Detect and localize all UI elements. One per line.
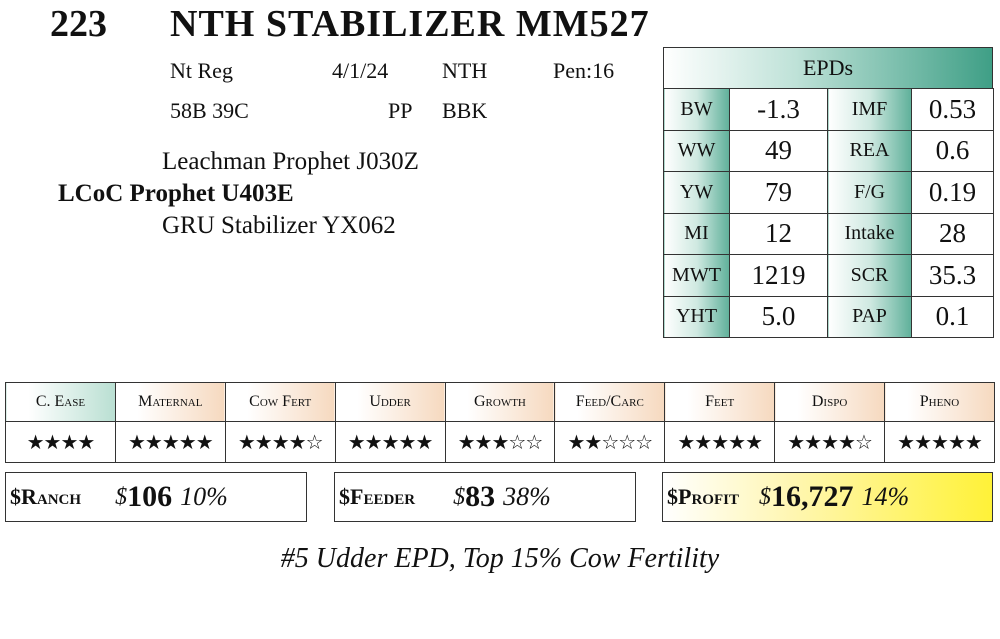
- rating-category: Udder: [334, 382, 446, 422]
- rating-stars: ★★★★★: [664, 421, 776, 463]
- highlight-note: #5 Udder EPD, Top 15% Cow Fertility: [280, 543, 720, 574]
- pedigree-sire-sire: Leachman Prophet J030Z: [162, 148, 419, 175]
- ranch-currency: $: [115, 483, 128, 510]
- epd-title: EPDs: [663, 47, 993, 89]
- epd-row: YW 79 F/G 0.19: [663, 171, 994, 214]
- ratings-header-row: C. Ease Maternal Cow Fert Udder Growth F…: [5, 382, 995, 422]
- epd-value: 0.6: [911, 129, 994, 172]
- epd-value: 0.1: [911, 295, 994, 338]
- ratings-table: C. Ease Maternal Cow Fert Udder Growth F…: [5, 382, 995, 463]
- rating-category: Growth: [444, 382, 556, 422]
- epd-row: YHT 5.0 PAP 0.1: [663, 295, 994, 338]
- rating-stars: ★★★★: [5, 421, 116, 463]
- feeder-index-percentile: 38%: [503, 482, 551, 511]
- epd-value: 0.19: [911, 171, 994, 214]
- polled-status: PP: [388, 98, 413, 123]
- epd-value: 35.3: [911, 254, 994, 297]
- epd-label: BW: [663, 88, 730, 131]
- feeder-currency: $: [453, 483, 466, 510]
- rating-category: Maternal: [114, 382, 226, 422]
- epd-label: REA: [827, 129, 912, 172]
- epd-label: SCR: [827, 254, 912, 297]
- ranch-index-percentile: 10%: [180, 482, 228, 511]
- epd-value: 79: [729, 171, 828, 214]
- pedigree-dam-sire: GRU Stabilizer YX062: [162, 212, 396, 239]
- epd-value: -1.3: [729, 88, 828, 131]
- epd-label: MI: [663, 212, 730, 255]
- coat-color: BBK: [442, 98, 488, 123]
- epd-label: IMF: [827, 88, 912, 131]
- rating-stars: ★★★★★: [334, 421, 446, 463]
- epd-value: 5.0: [729, 295, 828, 338]
- epd-value: 1219: [729, 254, 828, 297]
- pedigree-sire: LCoC Prophet U403E: [58, 180, 294, 207]
- profit-index-box: $Profit $ 16,727 14%: [662, 472, 993, 522]
- epd-panel: EPDs BW -1.3 IMF 0.53 WW 49 REA 0.6 YW 7…: [663, 47, 994, 338]
- rating-category: C. Ease: [5, 382, 116, 422]
- rating-stars: ★★★☆☆: [444, 421, 556, 463]
- feeder-index-value: 83: [465, 480, 496, 513]
- epd-value: 49: [729, 129, 828, 172]
- epd-row: WW 49 REA 0.6: [663, 129, 994, 172]
- rating-stars: ★★★★★: [114, 421, 226, 463]
- breeder-code: NTH: [442, 58, 488, 83]
- feeder-index-box: $Feeder $ 83 38%: [334, 472, 636, 522]
- epd-label: WW: [663, 129, 730, 172]
- epd-label: YHT: [663, 295, 730, 338]
- pen-number: Pen:16: [553, 58, 615, 83]
- profit-index-percentile: 14%: [861, 482, 910, 511]
- rating-stars: ★★★★☆: [224, 421, 336, 463]
- ranch-index-label: $Ranch: [10, 484, 82, 509]
- ranch-index-value: 106: [127, 480, 173, 513]
- epd-label: MWT: [663, 254, 730, 297]
- lot-number: 223: [50, 3, 107, 45]
- epd-label: PAP: [827, 295, 912, 338]
- rating-stars: ★★★★★: [884, 421, 995, 463]
- epd-label: F/G: [827, 171, 912, 214]
- epd-value: 12: [729, 212, 828, 255]
- rating-category: Feed/Carc: [554, 382, 666, 422]
- profit-index-value: 16,727: [770, 480, 854, 513]
- epd-label: Intake: [827, 212, 912, 255]
- epd-label: YW: [663, 171, 730, 214]
- epd-row: BW -1.3 IMF 0.53: [663, 88, 994, 131]
- epd-value: 28: [911, 212, 994, 255]
- ranch-index-box: $Ranch $ 106 10%: [5, 472, 307, 522]
- rating-stars: ★★★★☆: [774, 421, 885, 463]
- rating-category: Dispo: [774, 382, 885, 422]
- rating-category: Feet: [664, 382, 776, 422]
- rating-stars: ★★☆☆☆: [554, 421, 666, 463]
- tattoo: 58B 39C: [170, 98, 249, 123]
- bull-name: NTH STABILIZER MM527: [170, 3, 650, 45]
- rating-category: Cow Fert: [224, 382, 336, 422]
- birth-date: 4/1/24: [332, 58, 389, 83]
- epd-table: BW -1.3 IMF 0.53 WW 49 REA 0.6 YW 79 F/G…: [663, 88, 994, 338]
- rating-category: Pheno: [884, 382, 995, 422]
- epd-row: MWT 1219 SCR 35.3: [663, 254, 994, 297]
- profit-index-label: $Profit: [667, 484, 739, 509]
- epd-value: 0.53: [911, 88, 994, 131]
- feeder-index-label: $Feeder: [339, 484, 416, 509]
- ratings-stars-row: ★★★★ ★★★★★ ★★★★☆ ★★★★★ ★★★☆☆ ★★☆☆☆ ★★★★★…: [5, 421, 995, 463]
- profit-currency: $: [758, 483, 771, 510]
- registry-label: Nt Reg: [170, 58, 233, 83]
- epd-row: MI 12 Intake 28: [663, 212, 994, 255]
